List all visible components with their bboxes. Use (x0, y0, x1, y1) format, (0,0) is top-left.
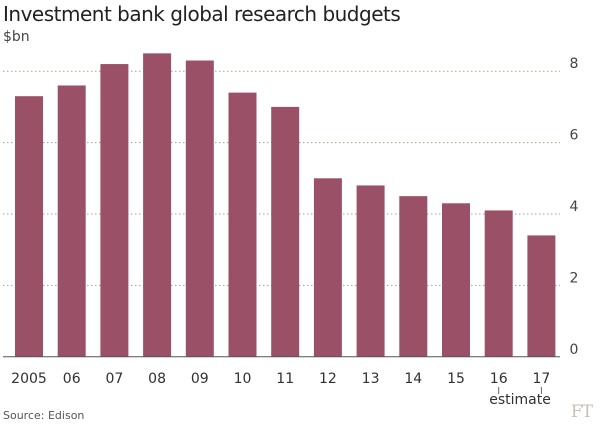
x-tick-label: 11 (276, 371, 294, 387)
x-tick-label: 13 (362, 371, 380, 387)
bar-10 (228, 92, 257, 357)
y-tick-label: 8 (570, 56, 579, 72)
y-axis-unit: $bn (3, 29, 30, 45)
bar-07 (100, 64, 129, 357)
y-tick-label: 6 (570, 128, 579, 144)
y-tick-label: 4 (570, 199, 579, 215)
bar-09 (185, 60, 214, 357)
bar-15 (442, 203, 470, 357)
y-tick-label: 2 (570, 270, 579, 286)
y-tick-label: 0 (570, 342, 579, 358)
source-note: Source: Edison (3, 409, 85, 422)
bar-16 (484, 210, 513, 357)
bar-12 (313, 178, 342, 357)
bar-14 (399, 196, 428, 357)
x-tick-label: 17 (532, 371, 550, 387)
x-tick-label: 07 (105, 371, 123, 387)
x-tick-label: 16 (490, 371, 508, 387)
bar-2005 (15, 96, 43, 357)
bar-08 (143, 53, 172, 357)
x-tick-label: 10 (234, 371, 252, 387)
x-tick-label: 12 (319, 371, 337, 387)
bar-11 (271, 106, 300, 357)
x-tick-label: 09 (191, 371, 209, 387)
x-tick-label: 14 (404, 371, 422, 387)
bar-06 (57, 85, 86, 357)
ft-logo: FT (570, 402, 593, 422)
x-tick-label: 06 (63, 371, 81, 387)
x-tick-label: 08 (148, 371, 166, 387)
bar-13 (356, 185, 385, 357)
x-tick-label: 15 (447, 371, 465, 387)
x-tick-label: 2005 (11, 371, 47, 387)
annotation-label: estimate (489, 392, 551, 408)
bar-17 (527, 235, 556, 357)
chart-title: Investment bank global research budgets (3, 2, 401, 26)
